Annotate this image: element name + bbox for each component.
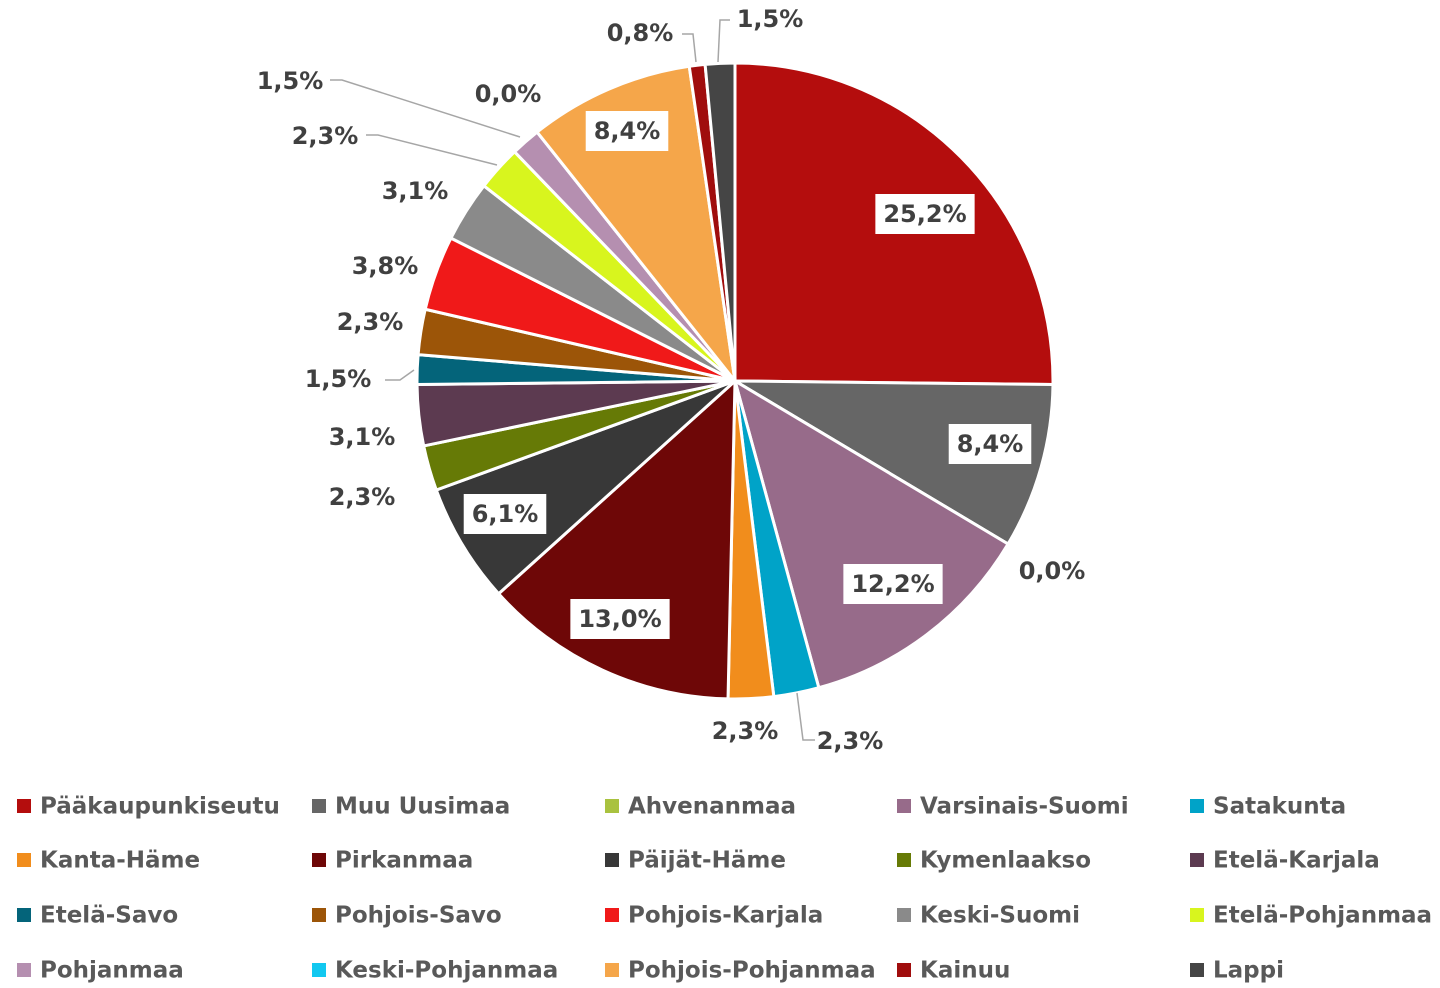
legend-swatch	[312, 853, 326, 867]
data-label: 12,2%	[851, 570, 934, 598]
data-label: 1,5%	[257, 67, 324, 95]
data-label: 2,3%	[337, 308, 404, 336]
leader-line	[682, 33, 697, 63]
legend-label: Ahvenanmaa	[628, 794, 796, 820]
data-label-box	[843, 564, 943, 604]
data-label: 25,2%	[883, 200, 966, 228]
legend-label: Keski-Pohjanmaa	[335, 958, 558, 984]
leader-line	[366, 134, 498, 166]
data-label: 2,3%	[292, 122, 359, 150]
legend-label: Etelä-Pohjanmaa	[1213, 903, 1432, 929]
data-label-group: 2,3%	[712, 717, 779, 745]
data-label-group: 3,1%	[382, 177, 449, 205]
legend-label: Pohjois-Pohjanmaa	[628, 958, 876, 984]
legend-swatch	[17, 799, 31, 813]
data-label-group: 8,4%	[948, 424, 1032, 464]
data-label: 1,5%	[737, 5, 804, 33]
legend-label: Etelä-Karjala	[1213, 848, 1380, 874]
data-label-group: 2,3%	[817, 727, 884, 755]
legend-label: Etelä-Savo	[40, 903, 178, 929]
data-label: 2,3%	[817, 727, 884, 755]
legend-swatch	[17, 908, 31, 922]
pie-slice	[729, 379, 1055, 547]
legend-swatch	[1190, 853, 1204, 867]
data-label: 2,3%	[329, 483, 396, 511]
pie-slice	[496, 377, 737, 701]
data-label-group: 12,2%	[843, 564, 943, 604]
pie-slice	[434, 379, 737, 596]
data-label-group: 3,1%	[329, 423, 396, 451]
data-label: 1,5%	[305, 365, 372, 393]
data-label: 0,0%	[475, 80, 542, 108]
legend-swatch	[1190, 799, 1204, 813]
data-label-box	[570, 599, 670, 639]
legend-swatch	[605, 908, 619, 922]
legend-label: Kainuu	[920, 958, 1010, 984]
legend-swatch	[1190, 908, 1204, 922]
data-label-group: 0,0%	[475, 80, 542, 108]
legend-swatch	[312, 799, 326, 813]
data-label: 6,1%	[472, 500, 539, 528]
data-label: 0,0%	[1019, 557, 1086, 585]
leader-line	[385, 369, 415, 381]
legend-label: Pääkaupunkiseutu	[40, 794, 280, 820]
legend-swatch	[312, 908, 326, 922]
legend-label: Keski-Suomi	[920, 903, 1080, 929]
data-label-group: 0,0%	[1019, 557, 1086, 585]
data-label-group: 3,8%	[352, 252, 419, 280]
data-label-box	[948, 424, 1032, 464]
data-label: 3,1%	[329, 423, 396, 451]
data-label-group: 0,8%	[607, 19, 674, 47]
legend-label: Päijät-Häme	[628, 848, 786, 874]
data-label-group: 1,5%	[305, 365, 372, 393]
leader-line	[796, 692, 815, 741]
legend-label: Kanta-Häme	[40, 848, 200, 874]
legend-label: Pohjanmaa	[40, 958, 184, 984]
legend-swatch	[897, 963, 911, 977]
data-label: 2,3%	[712, 717, 779, 745]
legend-swatch	[897, 853, 911, 867]
legend-label: Kymenlaakso	[920, 848, 1091, 874]
data-label-group: 2,3%	[292, 122, 359, 150]
leader-line	[717, 19, 730, 63]
data-label-group: 2,3%	[329, 483, 396, 511]
legend-label: Pirkanmaa	[335, 848, 473, 874]
data-label-group: 13,0%	[570, 599, 670, 639]
data-label-group: 2,3%	[337, 308, 404, 336]
data-label-group: 1,5%	[257, 67, 324, 95]
legend-swatch	[897, 799, 911, 813]
legend-swatch	[605, 799, 619, 813]
legend-label: Lappi	[1213, 958, 1284, 984]
legend-swatch	[312, 963, 326, 977]
data-label-group: 6,1%	[463, 494, 547, 534]
legend-swatch	[17, 853, 31, 867]
legend-swatch	[17, 963, 31, 977]
legend-swatch	[897, 908, 911, 922]
leader-line	[330, 79, 521, 138]
legend-label: Varsinais-Suomi	[920, 794, 1129, 820]
pie-slice	[732, 377, 1011, 690]
data-label: 3,1%	[382, 177, 449, 205]
legend-label: Pohjois-Savo	[335, 903, 502, 929]
legend-swatch	[605, 963, 619, 977]
pie-slice	[703, 61, 737, 382]
data-label-box	[463, 494, 547, 534]
data-label-group: 1,5%	[737, 5, 804, 33]
data-label: 13,0%	[578, 605, 661, 633]
data-label-box	[875, 194, 975, 234]
data-label: 0,8%	[607, 19, 674, 47]
data-label-box	[585, 111, 669, 151]
data-label: 8,4%	[957, 430, 1024, 458]
legend-label: Muu Uusimaa	[335, 794, 510, 820]
data-label: 8,4%	[594, 117, 661, 145]
legend-label: Pohjois-Karjala	[628, 903, 823, 929]
data-label-group: 8,4%	[585, 111, 669, 151]
data-label-group: 25,2%	[875, 194, 975, 234]
legend-label: Satakunta	[1213, 794, 1346, 820]
legend-swatch	[605, 853, 619, 867]
legend-swatch	[1190, 963, 1204, 977]
data-label: 3,8%	[352, 252, 419, 280]
